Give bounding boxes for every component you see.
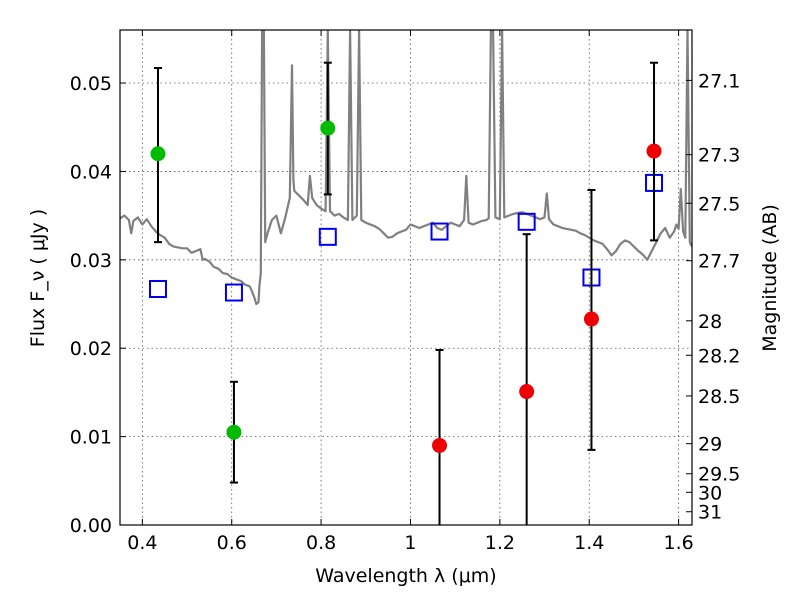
model-photometry-square [517, 212, 536, 231]
mag-tick-label: 27.5 [698, 193, 740, 215]
model-photometry-square [430, 222, 449, 241]
flux-point [583, 311, 599, 327]
plot-frame [119, 29, 693, 526]
x-tick-label: 1.6 [663, 532, 693, 554]
mag-tick-label: 28.2 [698, 345, 740, 367]
mag-tick-label: 28 [698, 311, 722, 333]
model-photometry-square [224, 283, 243, 302]
y-axis-right-title: Magnitude (AB) [759, 204, 781, 352]
mag-tick-label: 29 [698, 434, 722, 456]
x-axis-title: Wavelength λ (μm) [315, 565, 496, 587]
flux-point [150, 146, 166, 162]
flux-point [432, 437, 448, 453]
model-photometry-square [148, 279, 167, 298]
x-tick-label: 0.4 [127, 532, 157, 554]
mag-tick-label: 31 [698, 502, 722, 524]
y-tick-label: 0.01 [70, 427, 112, 449]
mag-tick-label: 30 [698, 482, 722, 504]
x-tick-label: 0.8 [306, 532, 336, 554]
ticks: 0.4 0.6 0.8 1 1.2 1.4 1.6 0.00 0.01 0.02 0.03 0.04 0… [70, 30, 740, 554]
y-tick-label: 0.05 [70, 73, 112, 95]
mag-tick-label: 27.3 [698, 145, 740, 167]
flux-point [226, 424, 242, 440]
x-tick-label: 1.2 [485, 532, 515, 554]
data-layer [120, 30, 692, 306]
plot-background [120, 30, 692, 525]
spectrum-line [120, 30, 692, 306]
mag-tick-label: 27.1 [698, 70, 740, 92]
marker-layer [148, 61, 664, 525]
x-tick-label: 1.4 [574, 532, 604, 554]
x-tick-label: 1 [404, 532, 416, 554]
flux-point [646, 143, 662, 159]
y-tick-label: 0.00 [70, 515, 112, 537]
model-photometry-square [318, 227, 337, 246]
x-tick-label: 0.6 [217, 532, 247, 554]
y-tick-label: 0.04 [70, 161, 112, 183]
flux-point [320, 120, 336, 136]
y-tick-label: 0.02 [70, 338, 112, 360]
flux-point [519, 384, 535, 400]
y-axis-title: Flux F_ν ( μJy ) [27, 209, 49, 347]
mag-tick-label: 27.7 [698, 251, 740, 273]
y-tick-label: 0.03 [70, 250, 112, 272]
mag-tick-label: 28.5 [698, 386, 740, 408]
mag-tick-label: 29.5 [698, 464, 740, 486]
